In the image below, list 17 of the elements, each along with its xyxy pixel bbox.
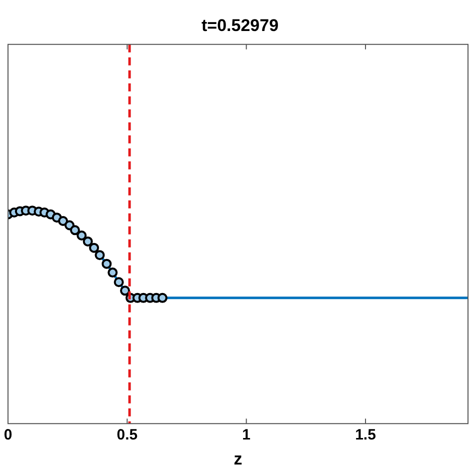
point bbox=[94, 250, 105, 260]
x-tick-label: 1 bbox=[242, 426, 251, 444]
x-tick-label: 1.5 bbox=[355, 426, 376, 444]
chart-title: t=0.52979 bbox=[201, 16, 279, 35]
point bbox=[120, 286, 130, 296]
x-tick-label: 0.5 bbox=[116, 426, 138, 444]
x-axis-title: z bbox=[234, 449, 242, 468]
point bbox=[157, 292, 168, 303]
point bbox=[82, 236, 93, 246]
point bbox=[102, 258, 112, 269]
point bbox=[58, 216, 68, 226]
point bbox=[114, 277, 124, 288]
point bbox=[108, 268, 118, 278]
point bbox=[89, 242, 100, 253]
point bbox=[70, 225, 80, 236]
x-tick-label: 0 bbox=[4, 426, 12, 444]
point bbox=[76, 230, 87, 240]
